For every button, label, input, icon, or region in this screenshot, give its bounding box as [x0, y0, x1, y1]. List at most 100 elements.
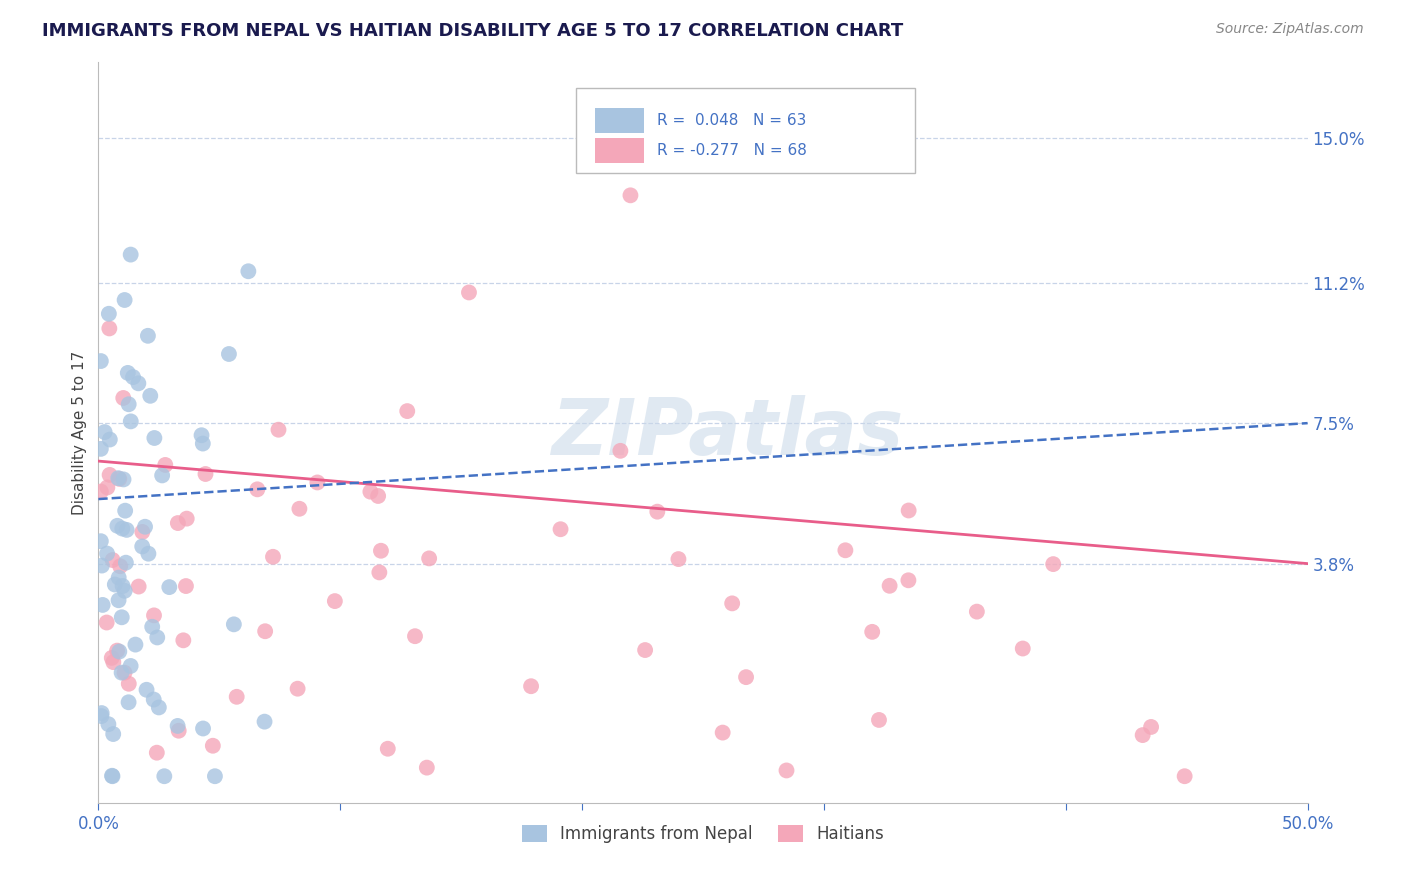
- Point: [107, 571, 129, 585]
- Point: [124, 638, 146, 652]
- Point: [879, 579, 901, 593]
- Point: [114, 504, 136, 518]
- Point: [107, 593, 129, 607]
- Point: [201, 739, 224, 753]
- Point: [155, 458, 177, 472]
- Point: [90, 484, 112, 499]
- Point: [111, 522, 134, 536]
- Point: [117, 695, 139, 709]
- Point: [108, 472, 131, 486]
- Point: [117, 366, 139, 380]
- Point: [103, 727, 125, 741]
- Point: [97, 717, 120, 731]
- Point: [107, 471, 129, 485]
- Point: [288, 501, 311, 516]
- FancyBboxPatch shape: [576, 88, 915, 173]
- Point: [267, 423, 290, 437]
- Point: [897, 503, 920, 517]
- Point: [91, 598, 114, 612]
- Point: [108, 559, 131, 574]
- Point: [609, 443, 631, 458]
- Point: [90, 709, 112, 723]
- Point: [619, 188, 641, 202]
- Point: [146, 631, 169, 645]
- Point: [143, 608, 166, 623]
- Point: [98, 433, 121, 447]
- Point: [90, 442, 112, 456]
- Point: [105, 518, 128, 533]
- Point: [146, 746, 169, 760]
- Point: [418, 551, 440, 566]
- Point: [134, 520, 156, 534]
- Point: [114, 293, 136, 307]
- Text: Source: ZipAtlas.com: Source: ZipAtlas.com: [1216, 22, 1364, 37]
- Point: [647, 505, 669, 519]
- Point: [108, 644, 131, 658]
- Point: [120, 247, 142, 261]
- Point: [90, 534, 112, 549]
- Point: [860, 624, 883, 639]
- Point: [143, 431, 166, 445]
- Point: [191, 722, 214, 736]
- Point: [120, 659, 142, 673]
- Point: [218, 347, 240, 361]
- Point: [96, 615, 118, 630]
- Point: [253, 714, 276, 729]
- Point: [120, 414, 142, 428]
- Point: [368, 566, 391, 580]
- FancyBboxPatch shape: [595, 108, 644, 133]
- Point: [115, 523, 138, 537]
- Point: [112, 472, 135, 486]
- Point: [775, 764, 797, 778]
- Point: [1132, 728, 1154, 742]
- Point: [396, 404, 419, 418]
- Point: [520, 679, 543, 693]
- Point: [1174, 769, 1197, 783]
- Point: [966, 605, 988, 619]
- Point: [153, 769, 176, 783]
- Point: [90, 558, 112, 573]
- Point: [167, 516, 190, 530]
- Point: [122, 370, 145, 384]
- Point: [176, 511, 198, 525]
- Point: [634, 643, 657, 657]
- Point: [172, 633, 194, 648]
- Point: [1042, 557, 1064, 571]
- Point: [246, 483, 269, 497]
- Point: [150, 468, 173, 483]
- Point: [1011, 641, 1033, 656]
- Point: [287, 681, 309, 696]
- Point: [370, 543, 392, 558]
- Point: [90, 706, 112, 720]
- Point: [98, 321, 121, 335]
- Point: [101, 769, 124, 783]
- Point: [141, 620, 163, 634]
- Point: [118, 677, 141, 691]
- Point: [167, 723, 190, 738]
- Point: [118, 397, 141, 411]
- Point: [97, 307, 120, 321]
- Point: [416, 761, 439, 775]
- Point: [359, 484, 381, 499]
- Point: [323, 594, 346, 608]
- Point: [131, 540, 153, 554]
- Point: [96, 480, 118, 494]
- Point: [174, 579, 197, 593]
- Point: [735, 670, 758, 684]
- Point: [377, 741, 399, 756]
- Point: [96, 547, 118, 561]
- Point: [111, 610, 134, 624]
- Point: [114, 665, 136, 680]
- Point: [98, 467, 121, 482]
- Point: [458, 285, 481, 300]
- Point: [100, 651, 122, 665]
- Point: [138, 547, 160, 561]
- Point: [104, 577, 127, 591]
- Point: [222, 617, 245, 632]
- Point: [110, 665, 132, 680]
- Point: [254, 624, 277, 639]
- Text: R =  0.048   N = 63: R = 0.048 N = 63: [657, 112, 807, 128]
- Point: [404, 629, 426, 643]
- Point: [897, 574, 920, 588]
- Point: [90, 354, 112, 368]
